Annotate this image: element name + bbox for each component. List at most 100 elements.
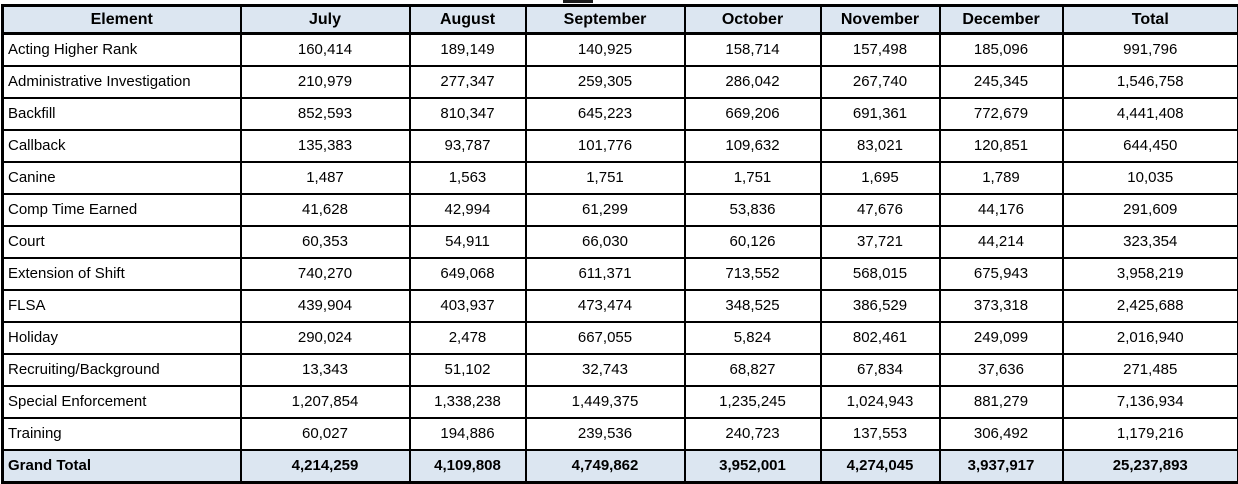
value-cell: 691,361: [819, 96, 941, 131]
value-cell: 740,270: [239, 256, 411, 291]
element-cell: Comp Time Earned: [1, 192, 242, 227]
element-cell: Callback: [1, 128, 242, 163]
value-cell: 290,024: [239, 320, 411, 355]
cropped-title-fragment: [563, 0, 593, 3]
value-cell: 51,102: [408, 352, 527, 387]
value-cell: 1,487: [239, 160, 411, 195]
table-row: Comp Time Earned 41,628 42,994 61,299 53,836…: [1, 192, 1238, 227]
value-cell: 611,371: [524, 256, 686, 291]
column-header-element: Element: [1, 4, 242, 35]
value-cell: 194,886: [408, 416, 527, 451]
value-cell: 1,024,943: [819, 384, 941, 419]
value-cell: 61,299: [524, 192, 686, 227]
value-cell: 210,979: [239, 64, 411, 99]
table-row: Training 60,027 194,886 239,536 240,723 137,5…: [1, 416, 1238, 451]
value-cell: 5,824: [683, 320, 822, 355]
value-cell: 83,021: [819, 128, 941, 163]
grand-total-value: 3,952,001: [683, 448, 822, 484]
table-row: Backfill 852,593 810,347 645,223 669,206 691,…: [1, 96, 1238, 131]
value-cell: 386,529: [819, 288, 941, 323]
value-cell: 644,450: [1061, 128, 1238, 163]
table-row: Court 60,353 54,911 66,030 60,126 37,721 44,21…: [1, 224, 1238, 259]
value-cell: 109,632: [683, 128, 822, 163]
grand-total-value: 4,109,808: [408, 448, 527, 484]
value-cell: 67,834: [819, 352, 941, 387]
element-cell: Training: [1, 416, 242, 451]
element-cell: Backfill: [1, 96, 242, 131]
value-cell: 66,030: [524, 224, 686, 259]
header-row: Element July August September October Novembe…: [1, 4, 1238, 35]
value-cell: 93,787: [408, 128, 527, 163]
value-cell: 137,553: [819, 416, 941, 451]
value-cell: 403,937: [408, 288, 527, 323]
grand-total-value: 25,237,893: [1061, 448, 1238, 484]
value-cell: 32,743: [524, 352, 686, 387]
value-cell: 249,099: [938, 320, 1064, 355]
grand-total-value: 3,937,917: [938, 448, 1064, 484]
value-cell: 1,751: [524, 160, 686, 195]
element-cell: Canine: [1, 160, 242, 195]
element-cell: Court: [1, 224, 242, 259]
value-cell: 10,035: [1061, 160, 1238, 195]
grand-total-value: 4,274,045: [819, 448, 941, 484]
value-cell: 53,836: [683, 192, 822, 227]
table-body: Acting Higher Rank 160,414 189,149 140,925 1…: [1, 32, 1238, 451]
value-cell: 140,925: [524, 32, 686, 67]
table-row: Recruiting/Background 13,343 51,102 32,743 6…: [1, 352, 1238, 387]
value-cell: 271,485: [1061, 352, 1238, 387]
value-cell: 160,414: [239, 32, 411, 67]
value-cell: 669,206: [683, 96, 822, 131]
grand-total-value: 4,749,862: [524, 448, 686, 484]
grand-total-value: 4,214,259: [239, 448, 411, 484]
table-row: Administrative Investigation 210,979 277,3…: [1, 64, 1238, 99]
table-row: Extension of Shift 740,270 649,068 611,371 7…: [1, 256, 1238, 291]
column-header-august: August: [408, 4, 527, 35]
table-row: FLSA 439,904 403,937 473,474 348,525 386,529 3…: [1, 288, 1238, 323]
value-cell: 991,796: [1061, 32, 1238, 67]
column-header-total: Total: [1061, 4, 1238, 35]
element-cell: Extension of Shift: [1, 256, 242, 291]
value-cell: 240,723: [683, 416, 822, 451]
column-header-december: December: [938, 4, 1064, 35]
value-cell: 37,721: [819, 224, 941, 259]
value-cell: 189,149: [408, 32, 527, 67]
table-row: Callback 135,383 93,787 101,776 109,632 83,02…: [1, 128, 1238, 163]
value-cell: 1,751: [683, 160, 822, 195]
element-cell: FLSA: [1, 288, 242, 323]
value-cell: 306,492: [938, 416, 1064, 451]
value-cell: 1,449,375: [524, 384, 686, 419]
table-row: Special Enforcement 1,207,854 1,338,238 1,4…: [1, 384, 1238, 419]
value-cell: 2,016,940: [1061, 320, 1238, 355]
value-cell: 291,609: [1061, 192, 1238, 227]
value-cell: 2,478: [408, 320, 527, 355]
value-cell: 1,789: [938, 160, 1064, 195]
value-cell: 1,338,238: [408, 384, 527, 419]
column-header-october: October: [683, 4, 822, 35]
value-cell: 772,679: [938, 96, 1064, 131]
value-cell: 802,461: [819, 320, 941, 355]
value-cell: 439,904: [239, 288, 411, 323]
value-cell: 157,498: [819, 32, 941, 67]
value-cell: 245,345: [938, 64, 1064, 99]
value-cell: 373,318: [938, 288, 1064, 323]
value-cell: 47,676: [819, 192, 941, 227]
value-cell: 348,525: [683, 288, 822, 323]
value-cell: 568,015: [819, 256, 941, 291]
value-cell: 54,911: [408, 224, 527, 259]
value-cell: 810,347: [408, 96, 527, 131]
element-cell: Holiday: [1, 320, 242, 355]
value-cell: 4,441,408: [1061, 96, 1238, 131]
value-cell: 42,994: [408, 192, 527, 227]
value-cell: 185,096: [938, 32, 1064, 67]
value-cell: 101,776: [524, 128, 686, 163]
value-cell: 323,354: [1061, 224, 1238, 259]
value-cell: 60,126: [683, 224, 822, 259]
value-cell: 7,136,934: [1061, 384, 1238, 419]
value-cell: 44,176: [938, 192, 1064, 227]
value-cell: 713,552: [683, 256, 822, 291]
value-cell: 1,207,854: [239, 384, 411, 419]
value-cell: 881,279: [938, 384, 1064, 419]
value-cell: 68,827: [683, 352, 822, 387]
value-cell: 267,740: [819, 64, 941, 99]
